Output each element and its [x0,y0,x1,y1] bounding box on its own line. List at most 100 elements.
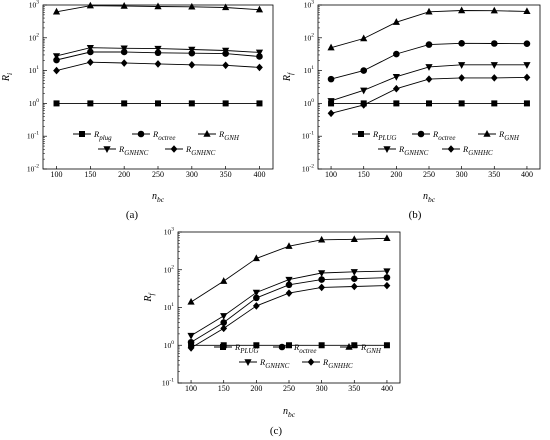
series-gnhnc-diamond [53,58,263,75]
legend-entry: RGNH [340,342,382,355]
data-point [86,58,94,67]
data-point [327,98,335,105]
x-tick-label: 250 [423,170,435,179]
data-point [222,100,229,107]
legend-entry: RGNHNC [378,144,429,157]
data-point [523,73,531,82]
series-plug-square [53,100,263,107]
panel-caption: (a) [126,209,139,221]
legend-label: Rplug [93,129,112,142]
data-point [53,56,60,64]
data-point [285,289,293,297]
x-tick-label: 350 [220,170,232,179]
series-octree-circle [187,274,391,346]
data-point [523,62,531,69]
legend-entry: RGNHNC [165,144,216,157]
data-point [253,342,260,349]
chart-panel-a: 100 150 200 250 300 350 400 10-2 10-1 100 101 102 10… [1,0,274,221]
series-gnh-triangle-up [52,1,264,15]
data-point [187,297,195,305]
y-tick-label: 101 [304,65,315,75]
series-gnhhc-diamond [187,281,391,352]
data-point [52,7,61,15]
x-tick-label: 300 [456,170,468,179]
legend-entry: RGNHNC [239,357,290,370]
data-point [327,43,335,51]
y-tick-label: 103 [29,0,40,10]
legend-label: RPLUG [372,129,396,142]
x-tick-label: 200 [250,384,262,393]
data-point [222,3,230,11]
plot-frame [42,4,274,170]
series-gnhnc-triangle-down [327,62,531,105]
data-point [360,67,368,74]
legend-entry: RGNHNC [98,144,149,157]
y-tick-label: 101 [164,302,175,312]
data-point [458,39,465,47]
data-point [425,41,433,48]
data-point [393,100,400,107]
plot-frame [317,4,541,170]
data-point [318,276,325,283]
legend-marker [417,130,425,138]
data-point [350,235,358,243]
y-tick-label: 10-2 [302,164,314,174]
legend-entry: Rplug [73,129,112,142]
legend-marker [383,146,391,153]
x-axis-label: nbc [283,406,296,419]
data-point [87,100,94,107]
legend-marker [103,146,111,153]
y-tick-label: 10-2 [27,164,39,174]
legend-label: RGNHNC [259,357,290,370]
data-point [154,2,162,10]
legend-marker [278,343,286,351]
data-point [286,342,292,349]
legend-label: RGNH [218,129,240,142]
legend-marker [79,131,85,137]
panel-caption: (b) [409,209,422,221]
data-point [255,49,264,57]
data-point [86,44,94,52]
legend-entry: RGNHHC [442,144,493,157]
legend-label: RGNH [360,342,382,355]
y-tick-label: 103 [164,227,175,237]
series-octree-circle [327,39,531,83]
legend-marker [483,130,491,137]
legend-label: RGNHNC [185,144,216,157]
x-tick-label: 400 [521,170,533,179]
y-tick-label: 101 [29,65,40,75]
legend-marker [307,358,315,366]
legend-entry: RPLUG [352,129,396,142]
data-point [350,282,358,291]
y-tick-label: 100 [29,98,40,108]
data-point [154,60,162,68]
data-point [154,49,162,57]
data-point [252,254,260,262]
data-point [256,63,263,72]
data-point [53,66,60,75]
data-point [220,313,228,320]
legend-entry: RPLUG [214,342,258,355]
legend-entry: RGNHHC [302,357,353,370]
data-point [256,53,263,60]
y-tick-label: 102 [164,264,175,274]
x-tick-label: 150 [218,384,230,393]
legend-entry: RGNH [198,129,240,142]
data-point [120,2,128,9]
legend-label: RGNHNC [118,144,149,157]
x-tick-label: 150 [358,170,370,179]
data-point [426,100,432,107]
series-gnh-triangle-up [187,234,391,305]
x-axis-label: nbc [152,191,165,204]
y-tick-label: 103 [304,0,315,10]
data-point [220,324,228,333]
legend-marker [220,344,226,350]
data-point [393,50,400,58]
data-point [392,18,400,25]
legend-entry: Roctree [412,129,455,142]
data-point [154,45,162,53]
data-point [491,100,498,107]
series-gnhnc-triangle-down [187,268,391,340]
data-point [188,46,196,54]
y-tick-label: 10-1 [27,131,39,141]
